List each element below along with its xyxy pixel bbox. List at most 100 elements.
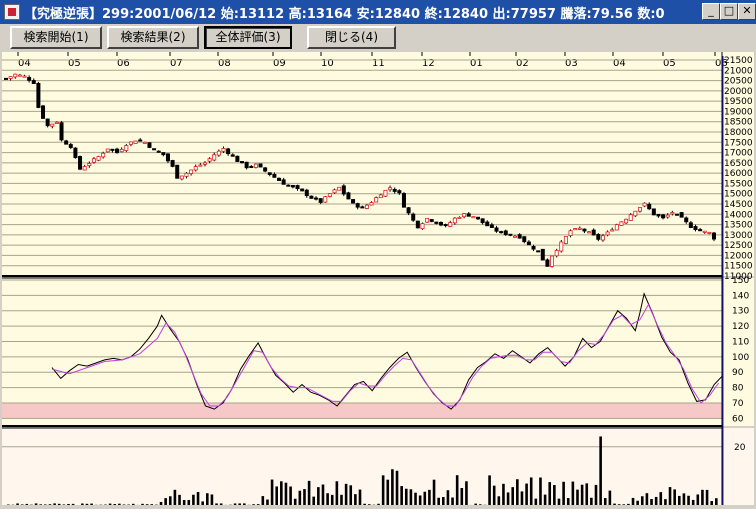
search-start-button[interactable]: 検索開始(1) xyxy=(10,26,102,49)
candle-body xyxy=(421,224,424,229)
oscillator-tick-label: 100 xyxy=(732,353,749,363)
candle-body xyxy=(504,231,507,235)
candle-body xyxy=(245,162,248,168)
volume-bar xyxy=(414,493,417,505)
volume-bar xyxy=(262,496,265,505)
candle-body xyxy=(592,230,595,235)
candle-body xyxy=(657,214,660,216)
oscillator-tick-label: 80 xyxy=(732,384,744,394)
candle-body xyxy=(139,140,142,141)
candle-body xyxy=(46,119,49,126)
volume-bar xyxy=(340,495,343,505)
candle-body xyxy=(652,209,655,215)
candle-body xyxy=(314,198,317,199)
candle-body xyxy=(703,231,706,232)
candle-body xyxy=(435,222,438,223)
volume-bar xyxy=(553,485,556,505)
title-bar: 【究極逆張】299:2001/06/12 始:13112 高:13164 安:1… xyxy=(0,0,756,24)
candle-body xyxy=(338,187,341,190)
volume-bar xyxy=(410,489,413,505)
candle-body xyxy=(282,180,285,185)
candle-body xyxy=(236,156,239,161)
candle-body xyxy=(310,196,313,198)
volume-bar xyxy=(659,492,662,505)
maximize-button[interactable]: □ xyxy=(720,3,738,20)
price-panel-background xyxy=(2,52,754,276)
oscillator-tick-label: 130 xyxy=(732,307,749,317)
candle-body xyxy=(51,124,54,126)
candle-body xyxy=(208,159,211,162)
price-tick-label: 18500 xyxy=(724,118,753,128)
volume-bar xyxy=(400,486,403,505)
close-button[interactable]: ✕ xyxy=(738,3,756,20)
candle-body xyxy=(287,185,290,186)
candle-body xyxy=(347,193,350,199)
candle-body xyxy=(379,195,382,198)
close-window-button[interactable]: 閉じる(4) xyxy=(307,26,396,49)
volume-bar xyxy=(650,499,653,505)
volume-bar xyxy=(197,492,200,505)
volume-panel-background xyxy=(2,428,754,505)
volume-bar xyxy=(576,490,579,505)
volume-bar xyxy=(419,495,422,505)
volume-bar xyxy=(595,485,598,505)
candle-body xyxy=(296,185,299,188)
candle-body xyxy=(620,222,623,226)
candle-body xyxy=(361,207,364,208)
volume-bar xyxy=(206,493,209,505)
candle-body xyxy=(194,167,197,170)
candle-body xyxy=(97,157,100,161)
candle-body xyxy=(125,146,128,151)
candle-body xyxy=(495,228,498,231)
candle-body xyxy=(143,142,146,143)
candle-body xyxy=(268,173,271,175)
volume-bar xyxy=(697,494,700,505)
candle-body xyxy=(578,228,581,229)
price-tick-label: 19000 xyxy=(724,107,753,117)
candle-body xyxy=(28,78,31,81)
oscillator-tick-label: 70 xyxy=(732,399,744,409)
price-tick-label: 12000 xyxy=(724,251,753,261)
price-tick-label: 21000 xyxy=(724,66,753,76)
candle-body xyxy=(449,223,452,227)
volume-bar xyxy=(437,498,440,505)
minimize-button[interactable]: _ xyxy=(702,3,720,20)
candle-body xyxy=(458,217,461,218)
candle-body xyxy=(162,153,165,155)
candle-body xyxy=(481,219,484,223)
volume-bar xyxy=(322,485,325,505)
candle-body xyxy=(611,230,614,231)
candle-body xyxy=(472,217,475,218)
volume-bar xyxy=(646,493,649,505)
candle-body xyxy=(569,231,572,236)
app-icon[interactable] xyxy=(4,4,20,20)
candle-body xyxy=(4,78,7,79)
price-tick-label: 17500 xyxy=(724,138,753,148)
candle-body xyxy=(240,161,243,162)
candle-body xyxy=(430,220,433,222)
candle-body xyxy=(333,190,336,193)
candle-body xyxy=(23,76,26,77)
volume-bar xyxy=(669,487,672,505)
candle-body xyxy=(555,250,558,255)
candle-body xyxy=(712,233,715,239)
candle-body xyxy=(384,190,387,196)
candle-body xyxy=(370,203,373,205)
volume-bar xyxy=(201,501,204,505)
candle-body xyxy=(277,178,280,180)
candle-body xyxy=(111,149,114,150)
candle-body xyxy=(180,176,183,179)
price-tick-label: 21500 xyxy=(724,56,753,66)
candle-body xyxy=(264,168,267,171)
overall-evaluation-button[interactable]: 全体評価(3) xyxy=(204,26,292,49)
candle-body xyxy=(227,149,230,154)
search-results-button[interactable]: 検索結果(2) xyxy=(107,26,199,49)
candle-body xyxy=(199,165,202,166)
candle-body xyxy=(694,226,697,229)
price-tick-label: 12500 xyxy=(724,241,753,251)
volume-bar xyxy=(266,500,269,505)
candle-body xyxy=(18,75,21,76)
candle-body xyxy=(273,174,276,177)
volume-bar xyxy=(609,491,612,505)
